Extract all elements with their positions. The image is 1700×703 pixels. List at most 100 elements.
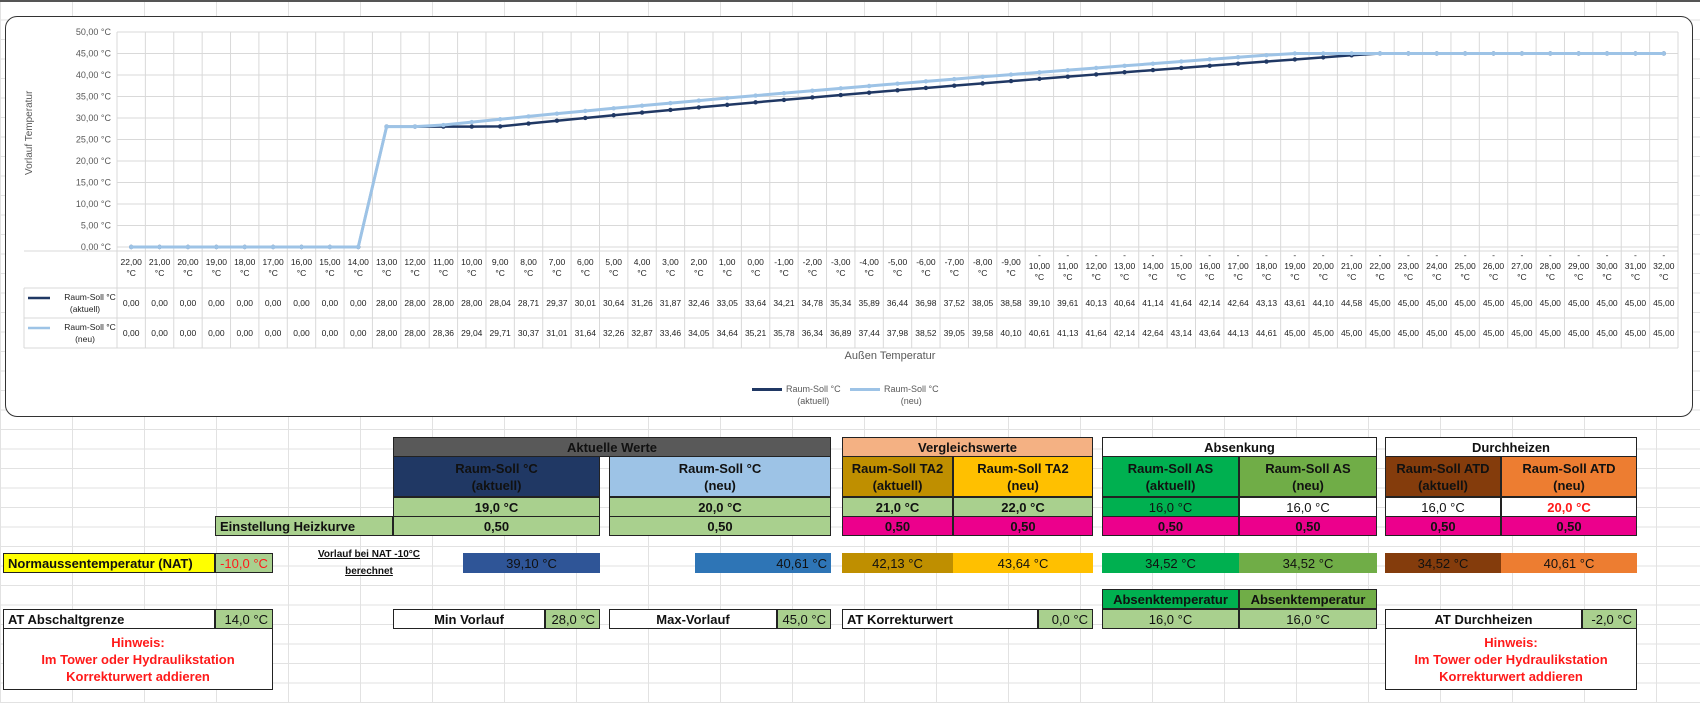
absenktemp-neu[interactable]: 16,0 °C [1239, 609, 1377, 629]
data-table-cell: 44,58 [1341, 298, 1363, 308]
at-durchheizen-label: AT Durchheizen [1385, 609, 1582, 629]
soll-as-neu[interactable]: 16,0 °C [1239, 497, 1377, 517]
heizkurve-chart: 0,00 °C 5,00 °C 10,00 °C 15,00 °C 20,00 °C 25… [23, 27, 1679, 349]
data-table-cell: 45,00 [1398, 328, 1420, 338]
data-table-cell: 35,89 [858, 298, 880, 308]
data-table-cell: 45,00 [1454, 298, 1476, 308]
heizkurve-rs-aktuell[interactable]: 0,50 [393, 516, 600, 536]
absenktemp-aktuell[interactable]: 16,0 °C [1102, 609, 1239, 629]
data-point-aktuell [725, 102, 730, 108]
vorlauf-nat-rs-neu: 40,61 °C [695, 553, 831, 573]
min-vorlauf-value[interactable]: 28,0 °C [545, 609, 600, 629]
abschaltgrenze-value[interactable]: 14,0 °C [215, 609, 273, 629]
data-table-cell: 38,58 [1000, 298, 1022, 308]
col-header-raum-soll-neu[interactable]: Raum-Soll °C (neu) [609, 456, 831, 497]
heizkurve-rs-neu[interactable]: 0,50 [609, 516, 831, 536]
soll-ta2-neu[interactable]: 22,0 °C [953, 497, 1093, 517]
data-point-neu [1292, 51, 1298, 56]
at-durchheizen-value[interactable]: -2,0 °C [1582, 609, 1637, 629]
x-tick-label: 2,00 °C [691, 257, 708, 278]
max-vorlauf-label: Max-Vorlauf [609, 609, 777, 629]
vorlauf-nat-atd-neu: 40,61 °C [1501, 553, 1637, 573]
x-tick-label: 4,00 °C [634, 257, 651, 278]
heizkurve-atd-aktuell[interactable]: 0,50 [1385, 516, 1501, 536]
x-tick-label: 0,00 °C [747, 257, 764, 278]
data-table-cell: 30,37 [518, 328, 540, 338]
data-table-cell: 45,00 [1625, 298, 1647, 308]
data-point-neu [1491, 51, 1496, 56]
data-table-cell: 44,13 [1227, 328, 1249, 338]
data-table-cell: 34,21 [773, 298, 795, 308]
min-vorlauf-label: Min Vorlauf [393, 609, 545, 629]
data-table-cell: 45,00 [1511, 298, 1533, 308]
data-table-cell: 39,61 [1057, 298, 1079, 308]
heizkurve-as-neu[interactable]: 0,50 [1239, 516, 1377, 536]
hinweis-title: Hinweis: [1484, 634, 1538, 650]
col-header-atd-aktuell[interactable]: Raum-Soll ATD (aktuell) [1385, 456, 1501, 497]
data-table-cell: 37,98 [887, 328, 909, 338]
data-point-neu [1519, 51, 1525, 56]
data-table-cell: 30,64 [603, 298, 625, 308]
soll-rs-neu[interactable]: 20,0 °C [609, 497, 831, 517]
header-absenkung[interactable]: Absenkung [1102, 437, 1377, 457]
col-header-line: (aktuell) [1418, 477, 1468, 493]
soll-rs-aktuell[interactable]: 19,0 °C [393, 497, 600, 517]
soll-atd-neu[interactable]: 20,0 °C [1501, 497, 1637, 517]
hinweis-line: Im Tower oder Hydraulikstation [41, 651, 235, 667]
y-tick-label: 50,00 °C [76, 27, 112, 37]
data-point-aktuell [952, 83, 957, 88]
col-header-atd-neu[interactable]: Raum-Soll ATD (neu) [1501, 456, 1637, 497]
window-top-border [0, 0, 1700, 2]
data-table-cell: 44,61 [1256, 328, 1278, 338]
data-point-neu [270, 244, 276, 250]
data-point-neu [1321, 51, 1326, 56]
col-header-line: (neu) [1292, 477, 1324, 493]
header-vergleichswerte[interactable]: Vergleichswerte [842, 437, 1093, 457]
data-point-aktuell [639, 110, 645, 115]
korrekturwert-value[interactable]: 0,0 °C [1038, 609, 1093, 629]
data-table-cell: 45,00 [1483, 328, 1505, 338]
header-durchheizen[interactable]: Durchheizen [1385, 437, 1637, 457]
header-aktuelle-werte[interactable]: Aktuelle Werte [393, 437, 831, 457]
data-point-aktuell [668, 107, 673, 113]
data-table-cell: 40,10 [1000, 328, 1022, 338]
col-header-line: (aktuell) [872, 477, 923, 493]
data-point-neu [980, 74, 985, 80]
data-table-cell: 34,78 [802, 298, 824, 308]
chart-container[interactable] [5, 16, 1693, 417]
data-point-neu [838, 86, 843, 91]
heizkurve-as-aktuell[interactable]: 0,50 [1102, 516, 1239, 536]
max-vorlauf-value[interactable]: 45,0 °C [777, 609, 831, 629]
vorlauf-nat-ta2-neu: 43,64 °C [953, 553, 1093, 573]
soll-as-aktuell[interactable]: 16,0 °C [1102, 497, 1239, 517]
x-tick-label: -5,00 °C [888, 257, 908, 278]
data-point-neu [866, 83, 872, 89]
data-point-neu [1065, 67, 1070, 73]
data-table-cell: 30,01 [575, 298, 597, 308]
data-point-aktuell [1150, 67, 1156, 73]
nat-value[interactable]: -10,0 °C [215, 553, 273, 573]
data-table-cell: 45,00 [1341, 328, 1363, 338]
col-header-ta2-aktuell[interactable]: Raum-Soll TA2 (aktuell) [842, 456, 953, 497]
heizkurve-ta2-aktuell[interactable]: 0,50 [842, 516, 953, 536]
data-table-cell: 36,89 [830, 328, 852, 338]
data-point-neu [242, 244, 247, 250]
soll-ta2-aktuell[interactable]: 21,0 °C [842, 497, 953, 517]
vorlauf-nat-as-neu: 34,52 °C [1239, 553, 1377, 573]
y-tick-label: 20,00 °C [76, 156, 112, 166]
soll-atd-aktuell[interactable]: 16,0 °C [1385, 497, 1501, 517]
col-header-as-aktuell[interactable]: Raum-Soll AS (aktuell) [1102, 456, 1239, 497]
data-point-aktuell [1321, 55, 1326, 60]
col-header-as-neu[interactable]: Raum-Soll AS (neu) [1239, 456, 1377, 497]
data-point-aktuell [895, 88, 900, 93]
data-table-cell: 28,36 [433, 328, 455, 338]
heizkurve-atd-neu[interactable]: 0,50 [1501, 516, 1637, 536]
data-table-cell: 36,34 [802, 328, 824, 338]
data-table-cell: 0,00 [293, 328, 310, 338]
x-tick-label: -20,00 °C [1313, 250, 1335, 282]
hinweis-line: Im Tower oder Hydraulikstation [1414, 651, 1608, 667]
heizkurve-ta2-neu[interactable]: 0,50 [953, 516, 1093, 536]
x-tick-label: 13,00 °C [376, 257, 398, 278]
col-header-ta2-neu[interactable]: Raum-Soll TA2 (neu) [953, 456, 1093, 497]
col-header-raum-soll-aktuell[interactable]: Raum-Soll °C (aktuell) [393, 456, 600, 497]
